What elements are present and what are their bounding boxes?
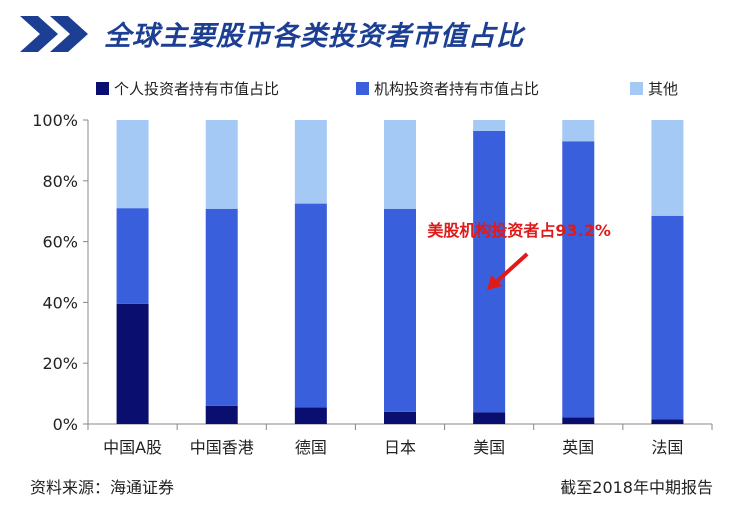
legend-swatch <box>356 82 369 95</box>
legend-label: 个人投资者持有市值占比 <box>114 80 279 98</box>
annotation-label: 美股机构投资者占93.2% <box>427 221 611 240</box>
legend-label: 其他 <box>648 80 678 98</box>
bar-segment <box>562 417 595 424</box>
bar-segment <box>205 120 238 209</box>
bar-segment <box>294 120 327 204</box>
bar-segment <box>651 215 684 420</box>
bar-segment <box>384 411 416 424</box>
y-tick-label: 0% <box>53 415 78 434</box>
bar-segment <box>205 405 238 424</box>
bar-segment <box>116 303 149 424</box>
bar-segment <box>651 419 684 424</box>
y-tick-label: 20% <box>42 354 78 373</box>
y-tick-label: 100% <box>32 111 78 130</box>
annotation-arrow-line <box>493 252 529 285</box>
legend-label: 机构投资者持有市值占比 <box>374 80 539 98</box>
x-tick-label: 中国香港 <box>190 438 254 457</box>
x-tick-label: 日本 <box>384 438 416 457</box>
x-tick-label: 法国 <box>651 438 683 457</box>
y-tick-label: 80% <box>42 172 78 191</box>
legend-swatch <box>96 82 109 95</box>
period-note: 截至2018年中期报告 <box>560 478 713 497</box>
x-tick-label: 美国 <box>473 438 505 457</box>
bar-segment <box>651 120 684 216</box>
bar-segment <box>562 141 595 418</box>
header: 全球主要股市各类投资者市值占比 <box>0 0 745 70</box>
x-tick-label: 英国 <box>562 438 594 457</box>
bar-segment <box>473 120 506 131</box>
bar-segment <box>294 203 327 408</box>
source-note: 资料来源：海通证券 <box>30 478 175 497</box>
stacked-bar-chart: 个人投资者持有市值占比 机构投资者持有市值占比 其他 0% 20% 40% 60% 80% 10… <box>32 80 713 457</box>
annotation-arrow-head <box>487 275 503 290</box>
bar-segment <box>473 130 506 413</box>
page-title: 全球主要股市各类投资者市值占比 <box>104 21 524 52</box>
y-tick-label: 60% <box>42 233 78 252</box>
bar-segment <box>116 208 149 304</box>
y-tick-label: 40% <box>42 293 78 312</box>
legend-swatch <box>630 82 643 95</box>
bar-segment <box>116 120 149 209</box>
x-tick-label: 中国A股 <box>103 438 162 457</box>
bar-segment <box>473 412 506 424</box>
bar-segment <box>562 120 595 142</box>
double-chevron-icon <box>20 16 88 52</box>
bar-segment <box>205 208 238 406</box>
bar-segment <box>384 120 416 209</box>
bar-segment <box>384 208 416 412</box>
x-tick-label: 德国 <box>295 438 327 457</box>
bar-segment <box>294 407 327 424</box>
